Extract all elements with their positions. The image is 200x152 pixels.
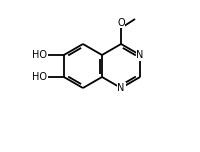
Text: HO: HO: [32, 72, 47, 82]
Text: N: N: [117, 83, 125, 93]
Text: HO: HO: [32, 50, 47, 60]
Text: N: N: [136, 50, 144, 60]
Text: O: O: [117, 18, 125, 28]
